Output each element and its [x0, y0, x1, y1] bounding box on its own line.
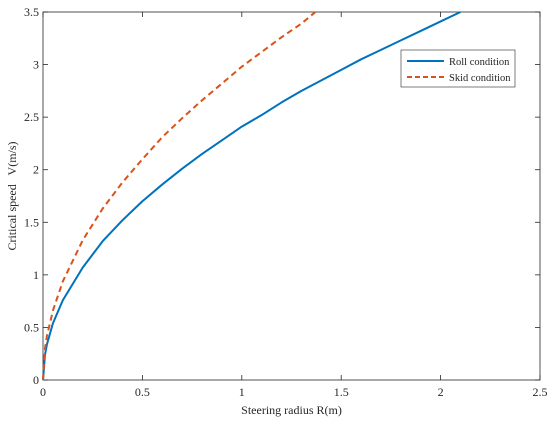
- y-tick-label: 3.5: [24, 5, 39, 19]
- legend: Roll condition Skid condition: [400, 49, 516, 88]
- y-tick-label: 3: [33, 58, 39, 72]
- y-tick-label: 1: [33, 268, 39, 282]
- series-line-roll-condition: [42, 11, 461, 381]
- y-tick-label: 1.5: [24, 215, 39, 229]
- legend-label-roll-condition: Roll condition: [449, 57, 510, 68]
- x-tick-label: 1.5: [334, 385, 349, 399]
- series-layer: [42, 11, 461, 381]
- legend-label-skid-condition: Skid condition: [449, 73, 511, 84]
- x-tick-label: 2.5: [533, 385, 548, 399]
- x-tick-label: 1: [239, 385, 245, 399]
- y-ticks: 0 0.5 1 1.5 2 2.5 3 3.5: [24, 5, 540, 387]
- y-tick-label: 0.5: [24, 320, 39, 334]
- x-ticks: 0 0.5 1 1.5 2 2.5: [40, 12, 548, 399]
- x-tick-label: 0: [40, 385, 46, 399]
- y-tick-label: 2: [33, 163, 39, 177]
- x-tick-label: 2: [438, 385, 444, 399]
- series-line-skid-condition: [42, 11, 316, 381]
- y-tick-label: 2.5: [24, 110, 39, 124]
- y-tick-label: 0: [33, 373, 39, 387]
- x-tick-label: 0.5: [135, 385, 150, 399]
- legend-box: [400, 49, 516, 88]
- x-axis-label: Steering radius R(m): [241, 403, 342, 417]
- y-axis-label: Critical speed V(m/s): [5, 141, 19, 250]
